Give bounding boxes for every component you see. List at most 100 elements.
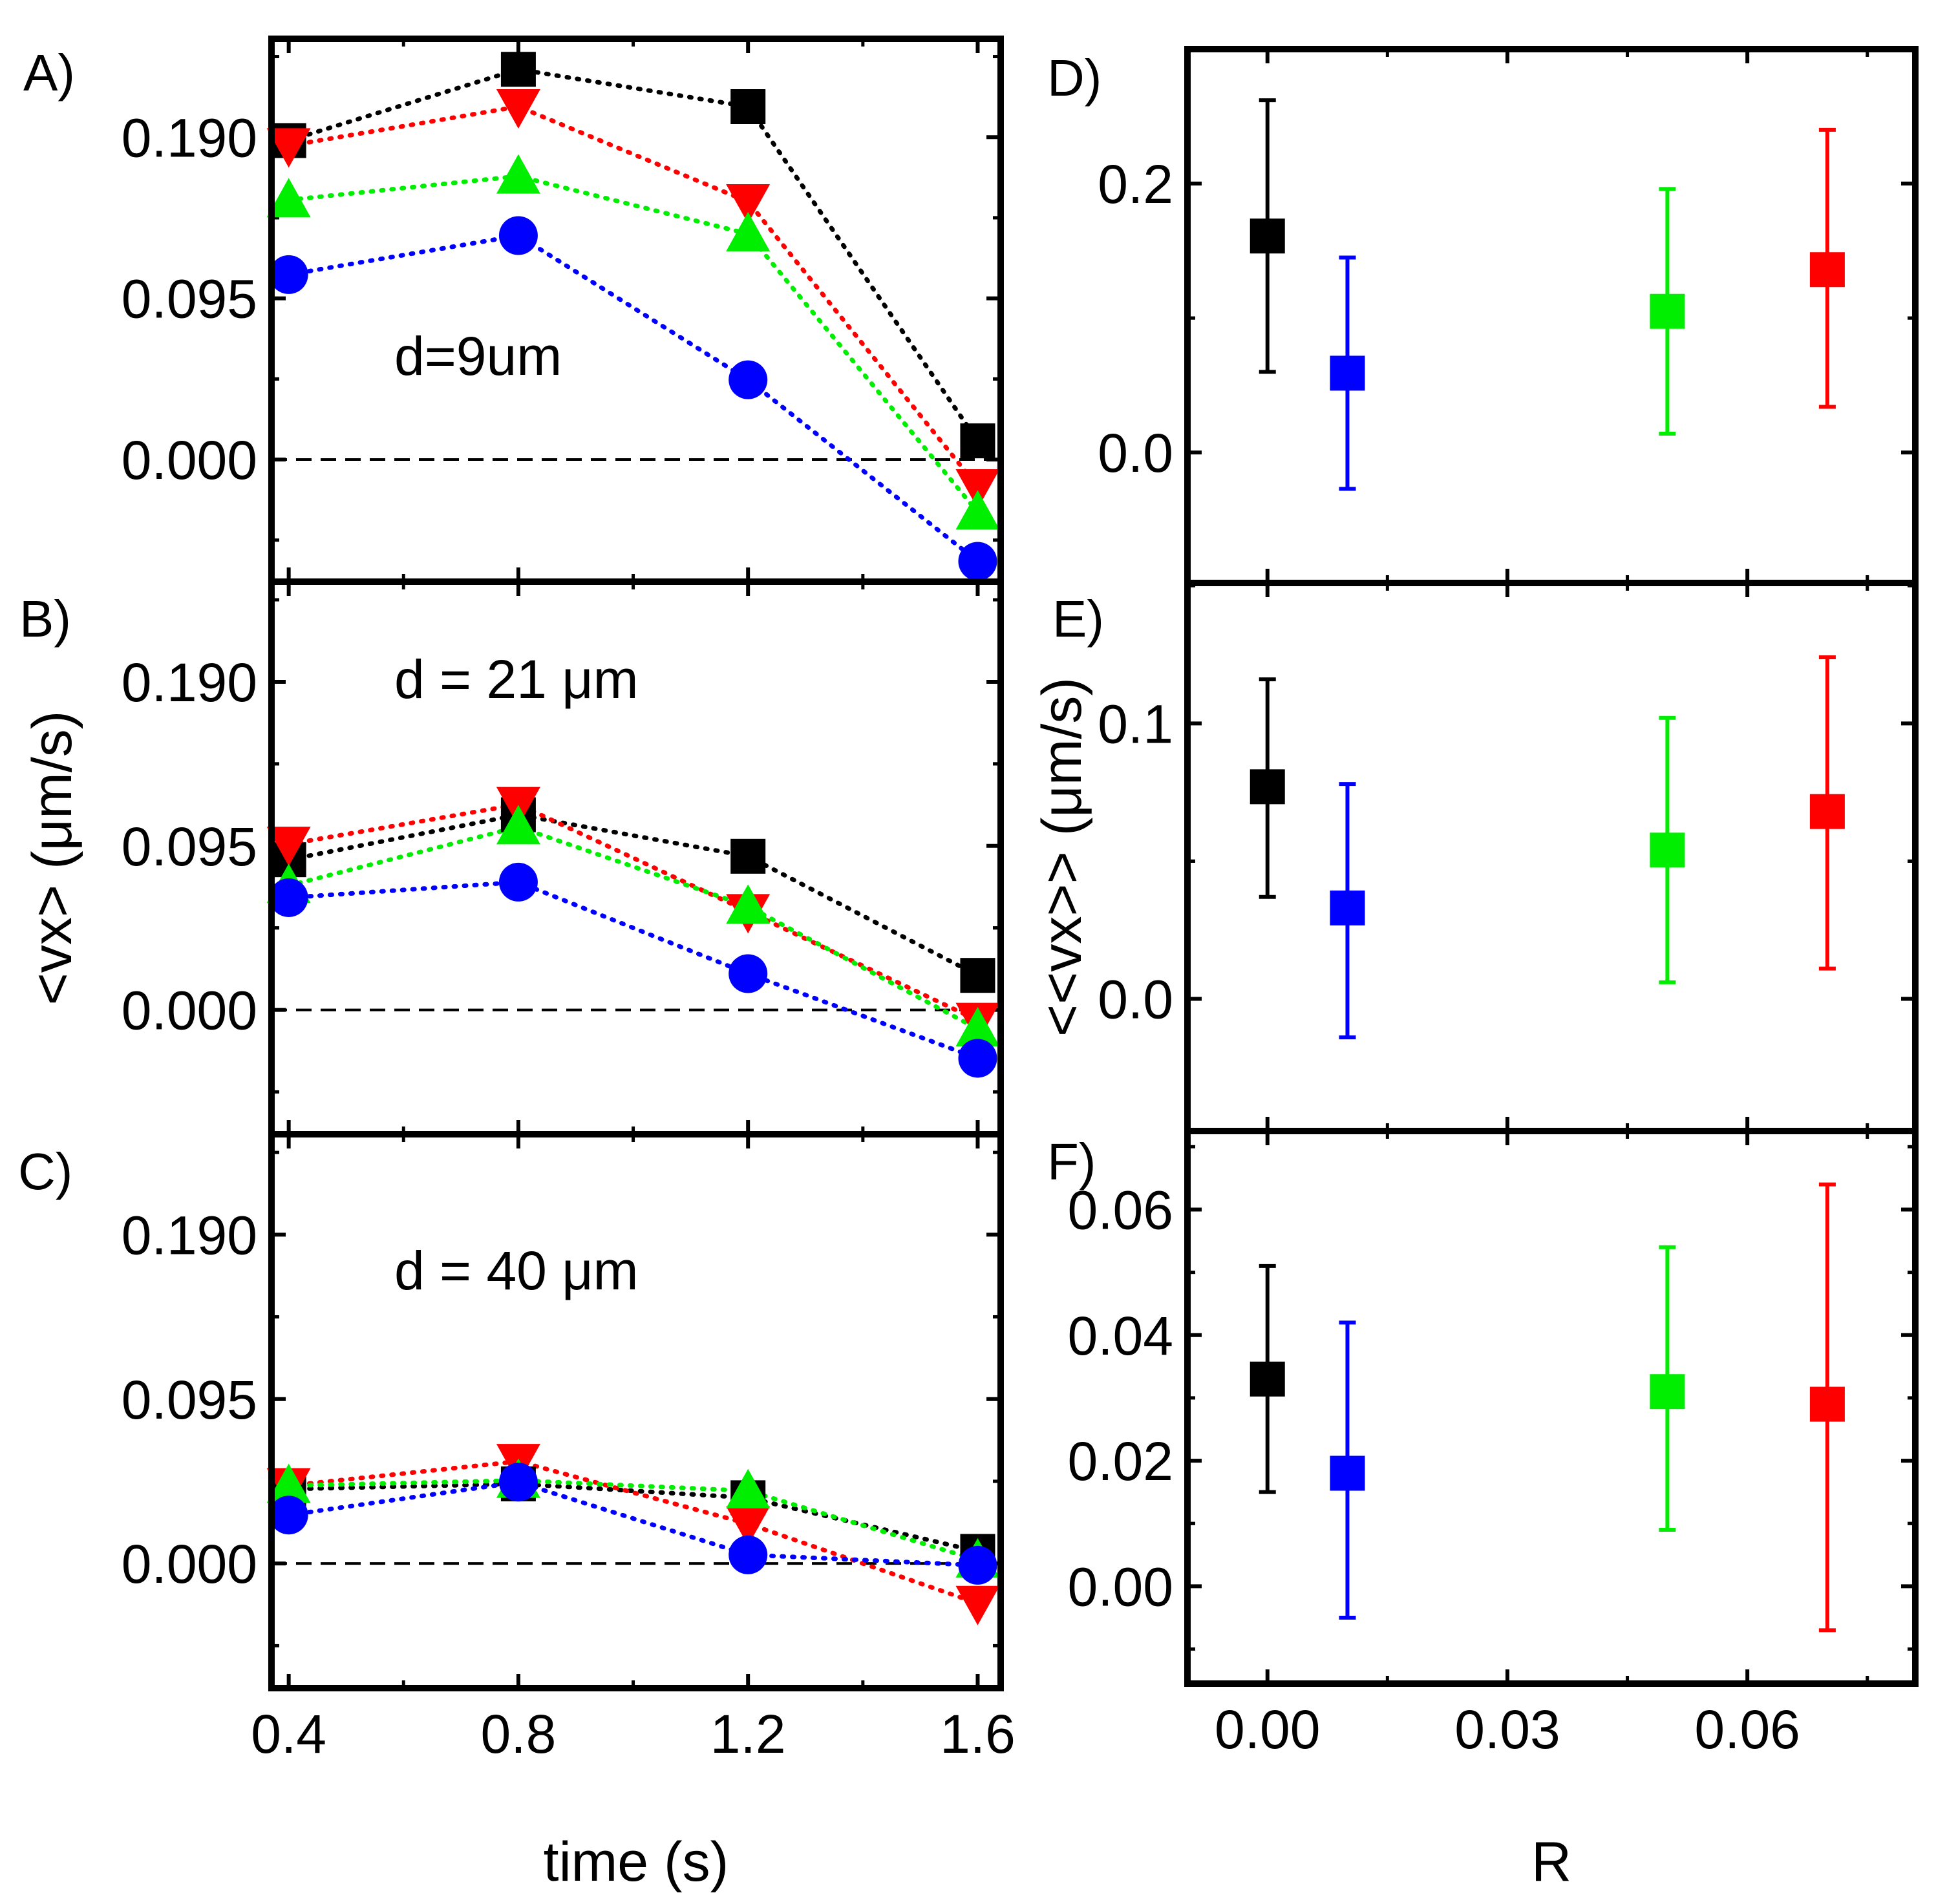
x-tick-label: 0.06 — [1694, 1699, 1800, 1760]
x-axis-label: time (s) — [544, 1831, 729, 1893]
panel-label: C) — [18, 1143, 72, 1200]
square-marker — [1330, 355, 1365, 391]
triangle-down-marker — [266, 128, 311, 168]
panel-label: D) — [1047, 49, 1101, 107]
circle-marker — [498, 216, 538, 255]
y-tick-label: 0.095 — [122, 269, 257, 330]
square-marker — [1650, 832, 1685, 868]
y-tick-label: 0.06 — [1068, 1179, 1174, 1240]
panel-label: E) — [1052, 590, 1104, 648]
series-line — [286, 1459, 980, 1606]
x-tick-label: 0.03 — [1454, 1699, 1560, 1760]
square-marker — [960, 423, 995, 459]
triangle-up-marker — [266, 1463, 311, 1503]
circle-marker — [729, 1535, 768, 1574]
y-tick-label: 0.0 — [1098, 423, 1173, 483]
y-tick-label: 0.000 — [122, 980, 257, 1041]
y-tick-label: 0.095 — [122, 816, 257, 877]
circle-marker — [498, 862, 538, 902]
circle-marker — [269, 255, 308, 294]
panel-b: 0.000 0.095 0.190 B) d = 21 μm <vx> (μm/s) — [19, 578, 1004, 1137]
circle-marker — [958, 1039, 997, 1078]
y-tick-label: 0.190 — [122, 107, 257, 168]
square-marker — [1809, 1386, 1845, 1422]
triangle-down-marker — [726, 1506, 771, 1546]
panel-f: 0.000.020.040.060.00 0.03 0.06F)R — [1047, 1128, 1919, 1893]
series-line — [286, 67, 980, 443]
series-line — [286, 1479, 980, 1568]
square-marker — [1250, 769, 1285, 805]
axes-frame — [1184, 1128, 1919, 1687]
triangle-down-marker — [955, 469, 1000, 509]
square-marker — [730, 838, 766, 874]
triangle-down-marker — [726, 184, 771, 224]
square-marker — [1650, 293, 1685, 329]
triangle-up-marker — [955, 1007, 1000, 1047]
panel-a: 0.000 0.095 0.190 A) d=9um — [23, 36, 1004, 585]
square-marker — [500, 52, 536, 87]
y-tick-label: 0.190 — [122, 652, 257, 713]
square-marker — [1330, 1455, 1365, 1491]
y-tick-label: 0.0 — [1098, 969, 1173, 1030]
triangle-up-marker — [955, 490, 1000, 530]
y-axis-label: <vx> (μm/s) — [21, 711, 83, 1006]
triangle-up-marker — [726, 211, 771, 251]
distance-annotation: d=9um — [394, 326, 562, 386]
square-marker — [960, 958, 995, 993]
y-tick-label: 0.190 — [122, 1205, 257, 1265]
circle-marker — [498, 1463, 538, 1502]
y-tick-label: 0.095 — [122, 1370, 257, 1430]
axes-frame — [268, 1131, 1004, 1691]
y-tick-label: 0.1 — [1098, 693, 1173, 754]
triangle-down-marker — [496, 89, 540, 129]
triangle-up-marker — [496, 805, 540, 845]
triangle-up-marker — [726, 1468, 771, 1508]
series-line — [286, 824, 980, 1031]
square-marker — [730, 89, 766, 124]
panel-c: 0.000 0.095 0.190 0.4 0.8 1.2 1.6 C) d = 40 μm ti… — [18, 1131, 1016, 1893]
axes-frame — [1184, 46, 1919, 586]
circle-marker — [958, 542, 997, 581]
square-marker — [1650, 1374, 1685, 1410]
square-marker — [1809, 794, 1845, 829]
y-tick-label: 0.2 — [1098, 154, 1173, 215]
circle-marker — [269, 878, 308, 917]
y-tick-label: 0.000 — [122, 430, 257, 491]
panel-label: B) — [19, 590, 71, 648]
x-tick-label: 1.2 — [710, 1704, 786, 1764]
square-marker — [1330, 890, 1365, 926]
triangle-up-marker — [496, 154, 540, 194]
x-tick-label: 0.4 — [251, 1704, 326, 1764]
series-line — [286, 1478, 980, 1563]
series-line — [286, 104, 980, 489]
triangle-up-marker — [266, 178, 311, 218]
circle-marker — [269, 1496, 308, 1535]
series-line — [286, 174, 980, 514]
distance-annotation: d = 40 μm — [394, 1240, 639, 1301]
y-tick-label: 0.04 — [1068, 1306, 1174, 1366]
series-line — [286, 812, 980, 978]
circle-marker — [729, 360, 768, 399]
x-tick-label: 0.00 — [1215, 1699, 1321, 1760]
square-marker — [1809, 252, 1845, 288]
triangle-up-marker — [726, 884, 771, 924]
panel-d: 0.0 0.2 D) — [1047, 46, 1919, 586]
triangle-down-marker — [266, 827, 311, 867]
square-marker — [1250, 218, 1285, 254]
y-tick-label: 0.02 — [1068, 1431, 1174, 1492]
x-tick-label: 0.8 — [481, 1704, 557, 1764]
circle-marker — [958, 1545, 997, 1585]
circle-marker — [729, 954, 768, 993]
square-marker — [1250, 1361, 1285, 1397]
series-line — [286, 233, 980, 564]
panel-label: A) — [23, 44, 75, 101]
triangle-down-marker — [955, 1585, 1000, 1625]
series-line — [286, 880, 980, 1061]
distance-annotation: d = 21 μm — [394, 649, 639, 710]
panel-label: F) — [1047, 1133, 1096, 1190]
y-tick-label: 0.00 — [1068, 1556, 1174, 1617]
y-axis-label: <<vx>> (μm/s) — [1031, 677, 1093, 1037]
y-tick-label: 0.000 — [122, 1534, 257, 1594]
panel-e: 0.0 0.1 E) <<vx>> (μm/s) — [1031, 580, 1919, 1134]
